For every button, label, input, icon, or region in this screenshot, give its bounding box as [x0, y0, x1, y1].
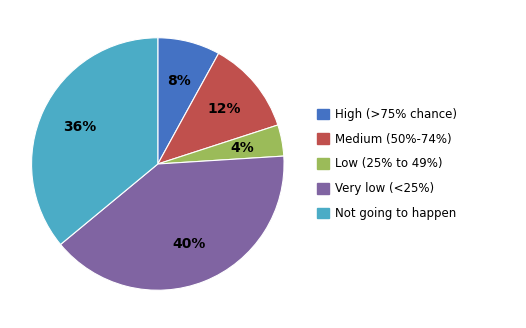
- Wedge shape: [32, 38, 158, 244]
- Text: 8%: 8%: [167, 74, 191, 88]
- Wedge shape: [158, 53, 278, 164]
- Text: 40%: 40%: [173, 237, 206, 251]
- Text: 12%: 12%: [207, 102, 241, 116]
- Text: 4%: 4%: [230, 141, 254, 155]
- Text: 36%: 36%: [64, 120, 97, 134]
- Wedge shape: [60, 156, 284, 290]
- Wedge shape: [158, 38, 219, 164]
- Legend: High (>75% chance), Medium (50%-74%), Low (25% to 49%), Very low (<25%), Not goi: High (>75% chance), Medium (50%-74%), Lo…: [311, 102, 462, 226]
- Wedge shape: [158, 125, 284, 164]
